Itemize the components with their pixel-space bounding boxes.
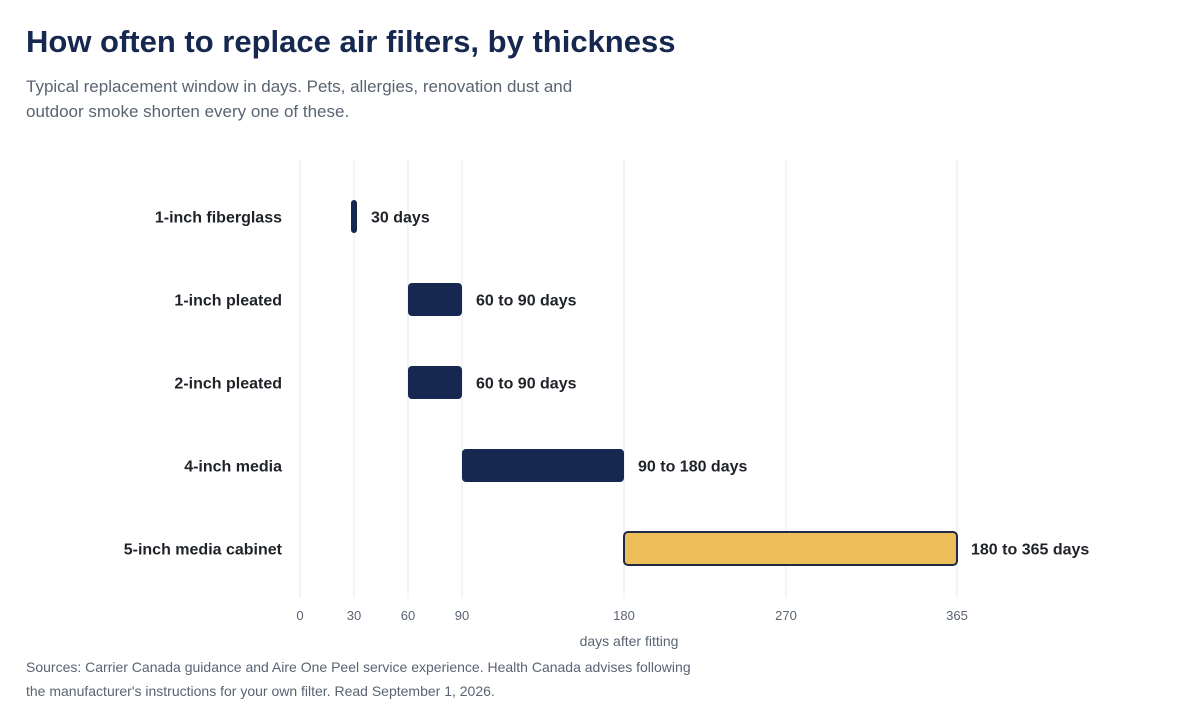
value-label: 90 to 180 days (638, 459, 748, 476)
x-tick-label: 180 (613, 608, 635, 623)
category-label: 5-inch media cabinet (124, 542, 283, 559)
value-label: 30 days (371, 210, 430, 227)
x-axis-title: days after fitting (580, 633, 679, 649)
source-note: Sources: Carrier Canada guidance and Air… (26, 655, 726, 703)
source-line-2: the manufacturer's instructions for your… (26, 683, 495, 699)
category-label: 1-inch fiberglass (155, 210, 282, 227)
x-tick-label: 365 (946, 608, 968, 623)
range-bars (351, 200, 958, 566)
range-bar-highlight (623, 531, 958, 566)
chart-subtitle: Typical replacement window in days. Pets… (26, 77, 573, 121)
range-bar (408, 283, 462, 316)
range-bar (408, 366, 462, 399)
x-tick-label: 60 (401, 608, 415, 623)
x-tick-label: 30 (347, 608, 361, 623)
value-label: 180 to 365 days (971, 542, 1089, 559)
value-label: 60 to 90 days (476, 293, 577, 310)
x-tick-label: 270 (775, 608, 797, 623)
chart-title: How often to replace air filters, by thi… (26, 24, 676, 59)
range-bar (351, 200, 357, 233)
value-labels: 30 days 60 to 90 days 60 to 90 days 90 to 1… (371, 210, 1089, 559)
range-bar-chart: 0 30 60 90 180 270 365 1-inch fiberglass1-inch… (124, 160, 1089, 649)
value-label: 60 to 90 days (476, 376, 577, 393)
range-bar (462, 449, 624, 482)
category-label: 1-inch pleated (174, 293, 282, 310)
x-tick-label: 0 (296, 608, 303, 623)
category-labels: 1-inch fiberglass 1-inch pleated 2-inch pl… (124, 210, 283, 559)
source-line-1: Sources: Carrier Canada guidance and Air… (26, 659, 691, 675)
category-label: 2-inch pleated (174, 376, 282, 393)
x-axis-ticks: 0 30 60 90 180 270 365 (296, 608, 967, 623)
x-tick-label: 90 (455, 608, 469, 623)
category-label: 4-inch media (184, 459, 282, 476)
